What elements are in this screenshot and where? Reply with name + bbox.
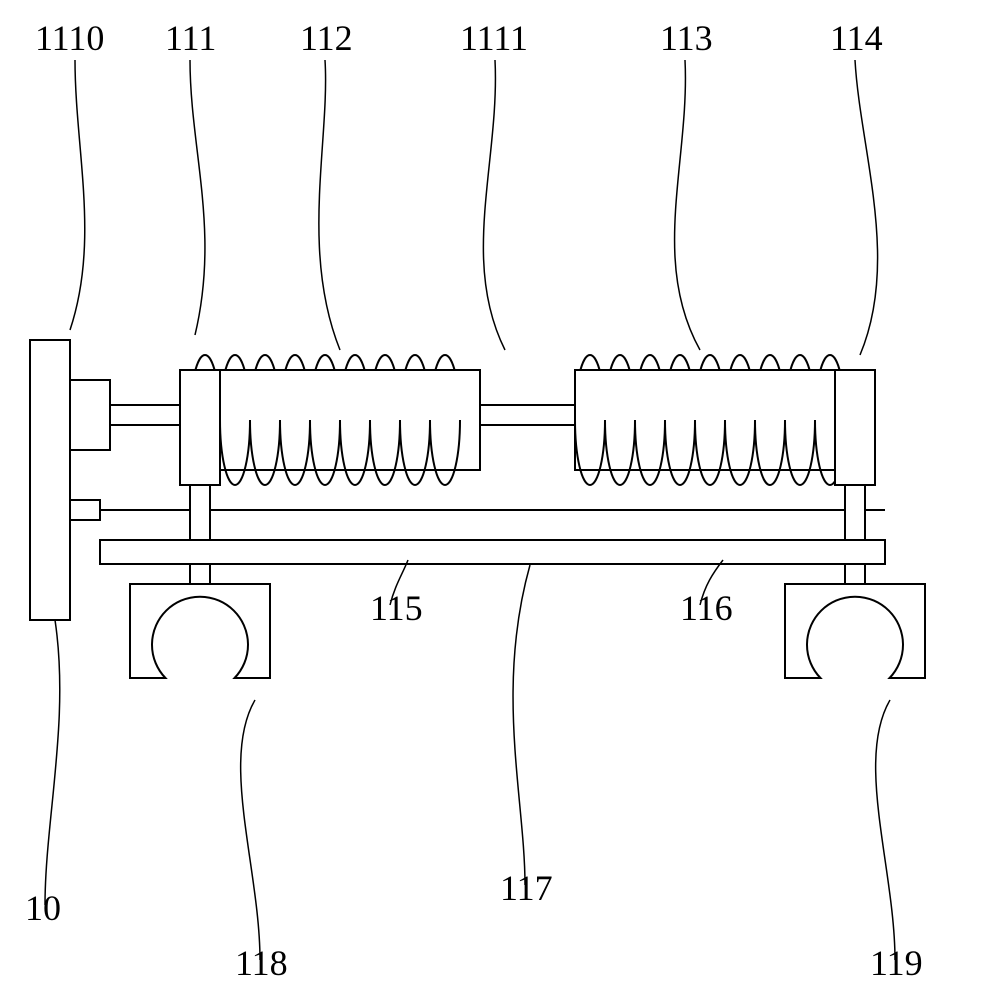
bar-117 bbox=[100, 540, 885, 564]
block-114 bbox=[835, 370, 875, 485]
label-112: 112 bbox=[300, 18, 353, 58]
label-117: 117 bbox=[500, 868, 553, 908]
drop-119 bbox=[845, 564, 865, 584]
leader-c_10 bbox=[45, 620, 60, 905]
leader-c_113 bbox=[675, 60, 700, 350]
label-118: 118 bbox=[235, 943, 288, 983]
label-114: 114 bbox=[830, 18, 883, 58]
hub-1110 bbox=[70, 380, 110, 450]
post-right bbox=[845, 485, 865, 540]
label-116: 116 bbox=[680, 588, 733, 628]
label-1111: 1111 bbox=[460, 18, 528, 58]
drop-118 bbox=[190, 564, 210, 584]
wheel-10 bbox=[30, 340, 70, 620]
leader-c_118 bbox=[241, 700, 260, 960]
leader-c_111 bbox=[190, 60, 205, 335]
clamp-118 bbox=[130, 584, 270, 678]
label-10: 10 bbox=[25, 888, 61, 928]
shaft-mid-1111 bbox=[480, 405, 575, 425]
leader-c_117 bbox=[513, 565, 530, 885]
leader-c_112 bbox=[319, 60, 340, 350]
shaft-112 bbox=[220, 370, 480, 470]
labels-group: 1110 111 112 1111 113 114 10 118 117 115 116 119 bbox=[25, 18, 923, 983]
leader-c_114 bbox=[855, 60, 878, 355]
block-111 bbox=[180, 370, 220, 485]
label-113: 113 bbox=[660, 18, 713, 58]
leader-c_1111 bbox=[483, 60, 505, 350]
mount-block bbox=[70, 500, 100, 520]
post-left bbox=[190, 485, 210, 540]
leader-c_119 bbox=[876, 700, 895, 960]
clamp-119 bbox=[785, 584, 925, 678]
label-119: 119 bbox=[870, 943, 923, 983]
label-115: 115 bbox=[370, 588, 423, 628]
label-111: 111 bbox=[165, 18, 216, 58]
leader-c_1110 bbox=[70, 60, 85, 330]
shaft-113 bbox=[575, 370, 835, 470]
label-1110: 1110 bbox=[35, 18, 104, 58]
axle-top bbox=[110, 405, 180, 425]
